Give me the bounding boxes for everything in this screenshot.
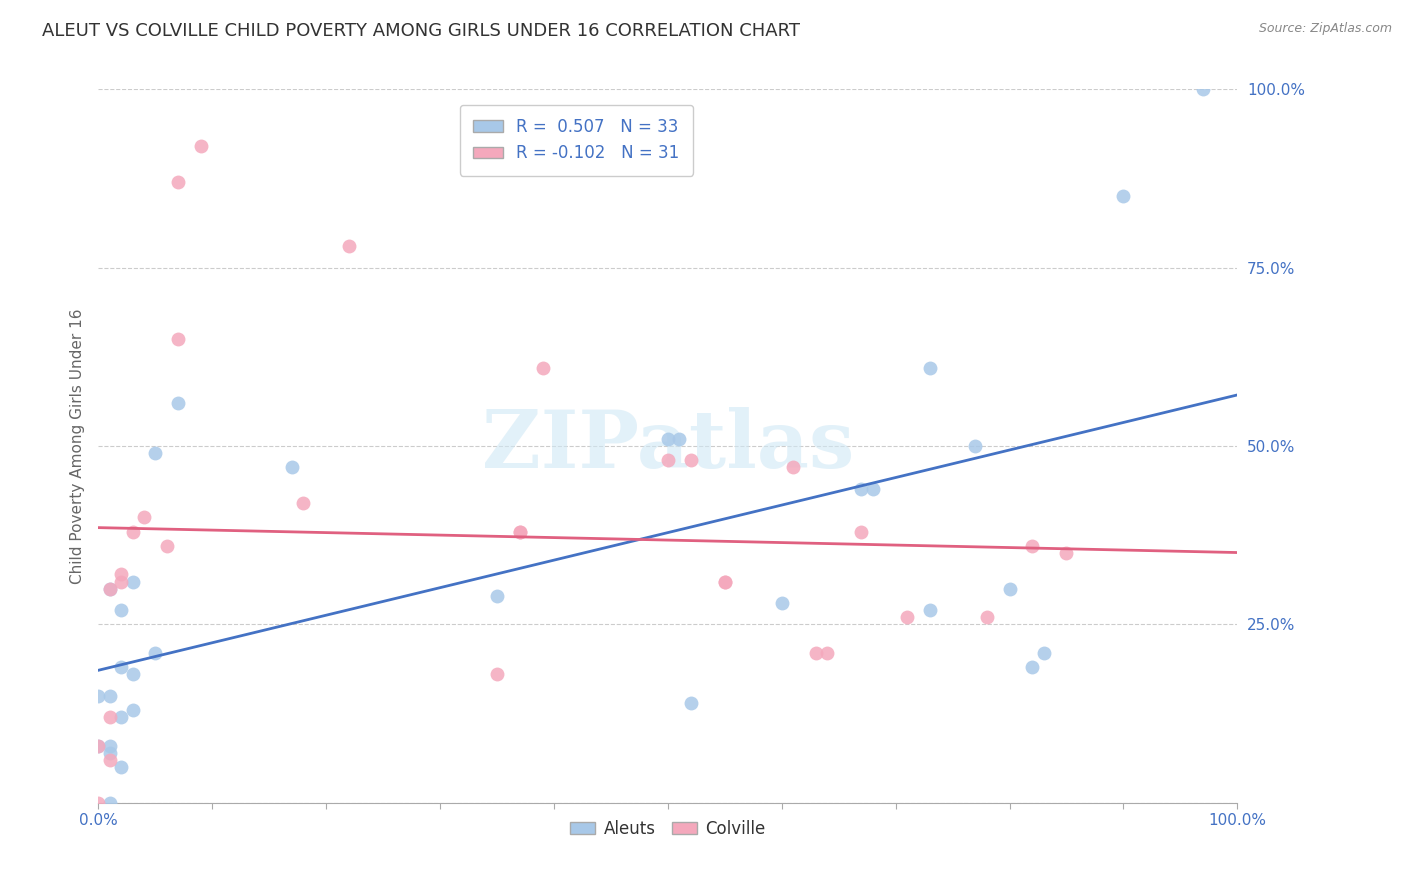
Point [714, 574, 737, 589]
Point [770, 596, 793, 610]
Point [1021, 660, 1043, 674]
Point [851, 524, 873, 539]
Point [98, 582, 121, 596]
Point [87, 689, 110, 703]
Point [110, 567, 132, 582]
Point [509, 524, 531, 539]
Point [1192, 82, 1215, 96]
Legend: Aleuts, Colville: Aleuts, Colville [564, 814, 772, 845]
Point [918, 360, 941, 375]
Point [121, 667, 143, 681]
Point [337, 239, 360, 253]
Point [1032, 646, 1054, 660]
Point [98, 582, 121, 596]
Point [87, 739, 110, 753]
Point [657, 453, 679, 467]
Point [292, 496, 315, 510]
Point [98, 796, 121, 810]
Point [896, 610, 918, 624]
Point [87, 739, 110, 753]
Point [782, 460, 804, 475]
Point [486, 667, 509, 681]
Point [668, 432, 690, 446]
Point [167, 396, 190, 410]
Point [531, 360, 554, 375]
Point [98, 746, 121, 760]
Point [156, 539, 179, 553]
Text: Source: ZipAtlas.com: Source: ZipAtlas.com [1258, 22, 1392, 36]
Point [132, 510, 155, 524]
Point [167, 332, 190, 346]
Point [998, 582, 1021, 596]
Text: ZIPatlas: ZIPatlas [482, 407, 853, 485]
Point [486, 589, 509, 603]
Point [98, 710, 121, 724]
Point [1021, 539, 1043, 553]
Point [110, 710, 132, 724]
Point [679, 453, 702, 467]
Point [145, 446, 167, 460]
Point [98, 689, 121, 703]
Point [851, 482, 873, 496]
Point [98, 753, 121, 767]
Point [509, 524, 531, 539]
Point [121, 524, 143, 539]
Point [145, 646, 167, 660]
Point [965, 439, 987, 453]
Point [976, 610, 998, 624]
Point [98, 739, 121, 753]
Point [804, 646, 827, 660]
Point [657, 432, 679, 446]
Point [190, 139, 212, 153]
Y-axis label: Child Poverty Among Girls Under 16: Child Poverty Among Girls Under 16 [69, 309, 84, 583]
Point [121, 574, 143, 589]
Point [1054, 546, 1078, 560]
Point [862, 482, 884, 496]
Point [1112, 189, 1135, 203]
Point [110, 760, 132, 774]
Point [679, 696, 702, 710]
Point [815, 646, 838, 660]
Point [167, 175, 190, 189]
Point [121, 703, 143, 717]
Point [714, 574, 737, 589]
Point [110, 603, 132, 617]
Point [110, 574, 132, 589]
Point [87, 796, 110, 810]
Point [918, 603, 941, 617]
Text: ALEUT VS COLVILLE CHILD POVERTY AMONG GIRLS UNDER 16 CORRELATION CHART: ALEUT VS COLVILLE CHILD POVERTY AMONG GI… [42, 22, 800, 40]
Point [110, 660, 132, 674]
Point [281, 460, 304, 475]
